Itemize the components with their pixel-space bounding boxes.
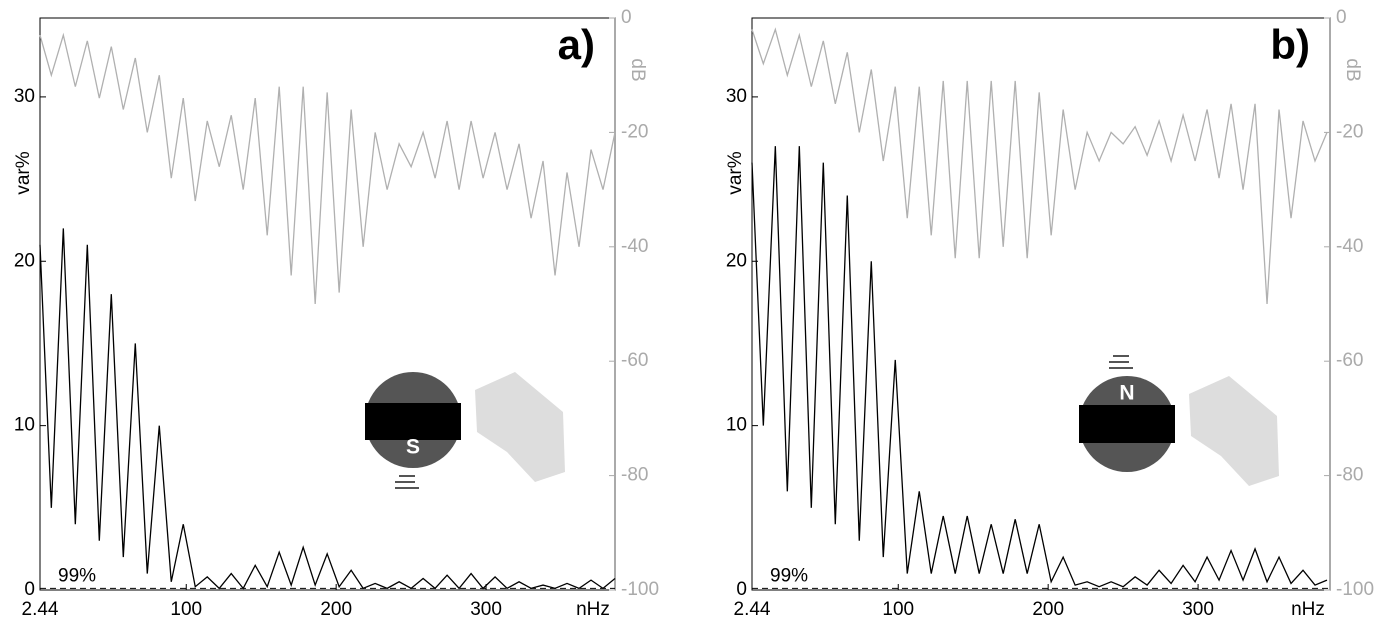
y2-tick-label: -40 bbox=[621, 236, 648, 257]
y-tick-label: 30 bbox=[14, 86, 35, 107]
y2-axis-label: dB bbox=[627, 58, 648, 81]
sun-band bbox=[1079, 405, 1175, 443]
x-tick-label: 100 bbox=[170, 599, 202, 620]
y2-tick-label: 0 bbox=[1336, 7, 1347, 28]
y2-axis-label: dB bbox=[1342, 58, 1363, 81]
y-tick-label: 10 bbox=[14, 415, 35, 436]
x-axis-label: nHz bbox=[1291, 599, 1325, 620]
y2-tick-label: -20 bbox=[621, 121, 648, 142]
probe-icon bbox=[1189, 376, 1279, 486]
panel-label: b) bbox=[1270, 21, 1310, 68]
y-axis-label: var% bbox=[725, 151, 746, 194]
y2-tick-label: -80 bbox=[1336, 465, 1363, 486]
y2-tick-label: -80 bbox=[621, 465, 648, 486]
y-tick-label: 0 bbox=[24, 579, 35, 600]
y2-tick-label: -60 bbox=[1336, 350, 1363, 371]
panel-label: a) bbox=[558, 21, 595, 68]
x-tick-label: 200 bbox=[1032, 599, 1064, 620]
sun-band bbox=[365, 403, 461, 440]
x-tick-label: 2.44 bbox=[734, 599, 771, 620]
y2-tick-label: -60 bbox=[621, 350, 648, 371]
wind-icon bbox=[395, 475, 419, 489]
series-line bbox=[39, 228, 616, 590]
y-tick-label: 0 bbox=[736, 579, 747, 600]
y-tick-label: 20 bbox=[726, 250, 747, 271]
wind-icon bbox=[1109, 355, 1133, 369]
x-tick-label: 300 bbox=[1182, 599, 1214, 620]
y2-tick-label: -100 bbox=[621, 579, 659, 600]
hemisphere-label: S bbox=[406, 436, 420, 459]
x-tick-label: 200 bbox=[320, 599, 352, 620]
plot-frame bbox=[751, 17, 1331, 591]
y-tick-label: 30 bbox=[726, 86, 747, 107]
y-tick-label: 10 bbox=[726, 415, 747, 436]
y-axis-label: var% bbox=[13, 151, 34, 194]
x-tick-label: 300 bbox=[470, 599, 502, 620]
y-tick-label: 20 bbox=[14, 250, 35, 271]
x-tick-label: 100 bbox=[882, 599, 914, 620]
x-tick-label: 2.44 bbox=[22, 599, 59, 620]
y2-tick-label: -100 bbox=[1336, 579, 1374, 600]
y2-tick-label: 0 bbox=[621, 7, 632, 28]
series-line bbox=[39, 32, 616, 305]
x-axis-label: nHz bbox=[576, 599, 610, 620]
probe-icon bbox=[475, 372, 565, 482]
threshold-label: 99% bbox=[58, 565, 96, 586]
y2-tick-label: -40 bbox=[1336, 236, 1363, 257]
threshold-label: 99% bbox=[770, 565, 808, 586]
y2-tick-label: -20 bbox=[1336, 121, 1363, 142]
series-line bbox=[751, 146, 1328, 588]
hemisphere-label: N bbox=[1119, 382, 1134, 405]
series-line bbox=[751, 27, 1328, 305]
